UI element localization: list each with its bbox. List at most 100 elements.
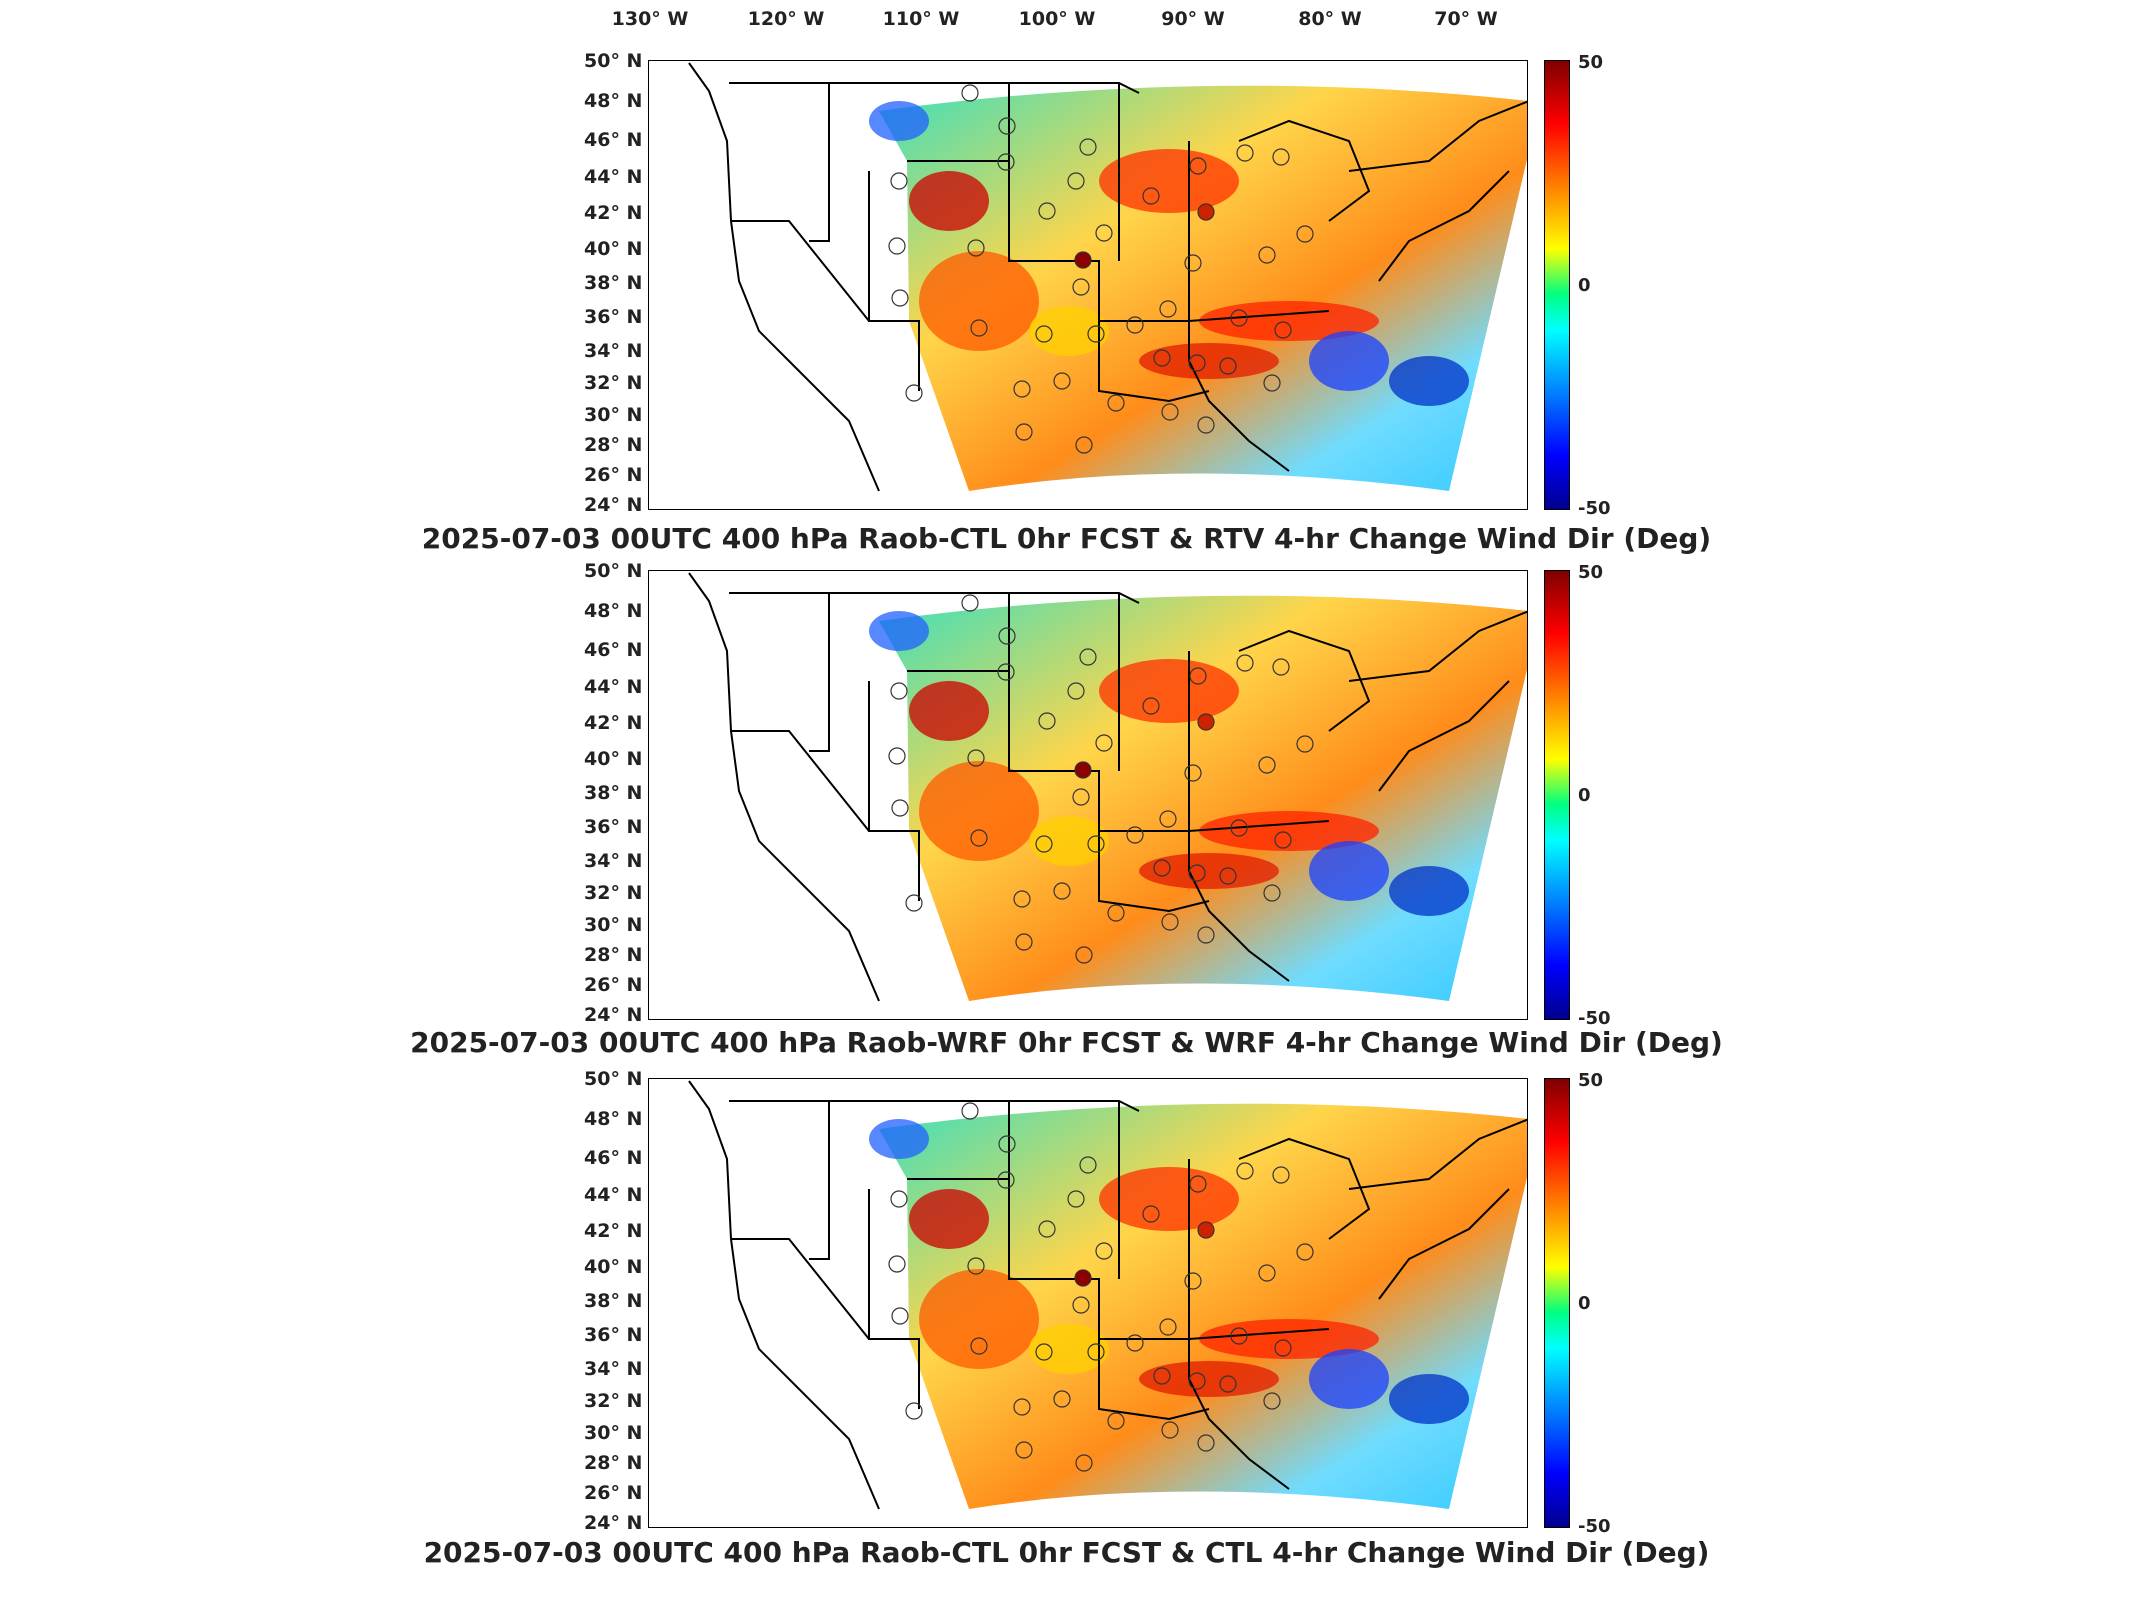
raob-station-marker xyxy=(1142,1205,1160,1223)
raob-station-marker xyxy=(1095,734,1113,752)
raob-station-marker xyxy=(1087,835,1105,853)
anomaly-area xyxy=(869,611,929,651)
anomaly-area xyxy=(1389,1374,1469,1424)
anomaly-area xyxy=(1199,811,1379,851)
raob-station-marker xyxy=(1153,859,1171,877)
boundary-line xyxy=(1378,170,1510,282)
boundary-line xyxy=(1378,680,1510,792)
raob-station-marker xyxy=(1038,712,1056,730)
raob-station-marker xyxy=(1142,187,1160,205)
raob-station-marker xyxy=(1107,394,1125,412)
latitude-label: 46° N xyxy=(584,1147,643,1169)
boundary-line xyxy=(1008,83,1290,472)
latitude-label: 48° N xyxy=(584,600,643,622)
colorbar xyxy=(1544,1078,1570,1528)
boundary-line xyxy=(729,1100,1140,1112)
raob-station-marker xyxy=(1159,1318,1177,1336)
raob-station-marker xyxy=(1184,1272,1202,1290)
raob-station-marker xyxy=(1274,321,1292,339)
raob-station-marker xyxy=(1075,946,1093,964)
raob-station-marker xyxy=(1263,1392,1281,1410)
raob-station-marker xyxy=(1219,867,1237,885)
raob-station-marker xyxy=(970,1337,988,1355)
raob-station-marker xyxy=(1035,835,1053,853)
raob-station-marker xyxy=(1189,1175,1207,1193)
latitude-label: 38° N xyxy=(584,1290,643,1312)
model-domain-field xyxy=(879,1103,1527,1509)
anomaly-area xyxy=(1309,1349,1389,1409)
raob-station-marker xyxy=(905,1402,923,1420)
panel-title: 2025-07-03 00UTC 400 hPa Raob-CTL 0hr FC… xyxy=(421,522,1712,555)
raob-station-marker xyxy=(1219,357,1237,375)
longitude-label: 90° W xyxy=(1161,8,1225,30)
raob-station-marker xyxy=(961,1102,979,1120)
raob-station-marker xyxy=(1072,278,1090,296)
anomaly-area xyxy=(1389,356,1469,406)
map-plot xyxy=(648,1078,1528,1528)
latitude-label: 28° N xyxy=(584,944,643,966)
latitude-label: 48° N xyxy=(584,1108,643,1130)
latitude-label: 42° N xyxy=(584,202,643,224)
raob-station-marker xyxy=(890,682,908,700)
anomaly-area xyxy=(1029,1324,1109,1374)
raob-station-marker xyxy=(961,84,979,102)
latitude-label: 44° N xyxy=(584,166,643,188)
anomaly-area xyxy=(869,101,929,141)
colorbar xyxy=(1544,570,1570,1020)
colorbar-max-label: 50 xyxy=(1578,52,1604,73)
latitude-label: 28° N xyxy=(584,1452,643,1474)
raob-station-marker xyxy=(1258,1264,1276,1282)
raob-station-marker xyxy=(891,799,909,817)
raob-station-marker xyxy=(890,172,908,190)
raob-station-marker xyxy=(998,117,1016,135)
boundary-line xyxy=(1378,1188,1510,1300)
latitude-label: 40° N xyxy=(584,238,643,260)
raob-station-marker xyxy=(961,594,979,612)
raob-station-marker xyxy=(1013,890,1031,908)
boundary-line xyxy=(731,730,870,832)
raob-station-marker xyxy=(970,319,988,337)
model-domain-field xyxy=(879,85,1527,491)
raob-station-marker xyxy=(1296,225,1314,243)
latitude-label: 26° N xyxy=(584,974,643,996)
raob-station-marker xyxy=(1188,354,1206,372)
raob-station-marker xyxy=(905,894,923,912)
raob-station-marker xyxy=(1072,788,1090,806)
latitude-label: 24° N xyxy=(584,1004,643,1026)
raob-station-marker xyxy=(1087,325,1105,343)
raob-station-marker xyxy=(1189,667,1207,685)
latitude-label: 42° N xyxy=(584,712,643,734)
latitude-label: 38° N xyxy=(584,272,643,294)
raob-station-marker xyxy=(1197,1221,1215,1239)
raob-station-marker xyxy=(1087,1343,1105,1361)
raob-station-marker xyxy=(1230,309,1248,327)
latitude-label: 26° N xyxy=(584,1482,643,1504)
boundary-line xyxy=(809,593,920,901)
raob-station-marker xyxy=(1296,1243,1314,1261)
boundary-line xyxy=(809,1101,920,1409)
colorbar-mid-label: 0 xyxy=(1578,1293,1591,1314)
panel-title: 2025-07-03 00UTC 400 hPa Raob-CTL 0hr FC… xyxy=(423,1536,1710,1569)
raob-station-marker xyxy=(1197,926,1215,944)
raob-station-marker xyxy=(1075,1454,1093,1472)
latitude-label: 48° N xyxy=(584,90,643,112)
raob-station-marker xyxy=(970,829,988,847)
raob-station-marker xyxy=(1038,1220,1056,1238)
colorbar-min-label: -50 xyxy=(1578,1008,1611,1029)
boundary-line xyxy=(729,592,1140,604)
boundary-line xyxy=(1348,610,1527,682)
colorbar-max-label: 50 xyxy=(1578,562,1604,583)
raob-station-marker xyxy=(891,289,909,307)
colorbar-mid-label: 0 xyxy=(1578,275,1591,296)
latitude-label: 44° N xyxy=(584,1184,643,1206)
raob-station-marker xyxy=(1079,138,1097,156)
map-canvas xyxy=(688,1080,1527,1510)
map-panel-2: 50 0 -50 2025-07-03 00UTC 400 hPa Raob-W… xyxy=(0,550,2133,1060)
longitude-label: 70° W xyxy=(1434,8,1498,30)
latitude-label: 46° N xyxy=(584,129,643,151)
anomaly-area xyxy=(1199,301,1379,341)
raob-station-marker xyxy=(1107,904,1125,922)
panel-title: 2025-07-03 00UTC 400 hPa Raob-WRF 0hr FC… xyxy=(410,1026,1723,1059)
colorbar-mid-label: 0 xyxy=(1578,785,1591,806)
raob-station-marker xyxy=(1197,416,1215,434)
